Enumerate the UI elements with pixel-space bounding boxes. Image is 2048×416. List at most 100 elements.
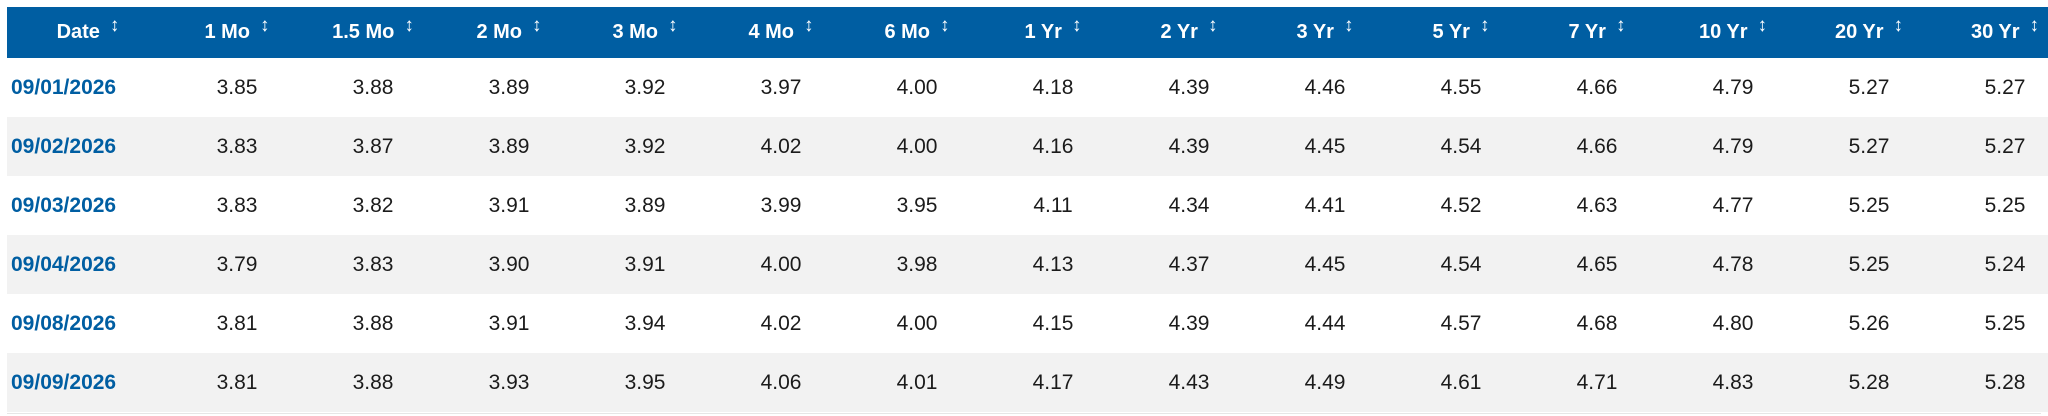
column-header-1-5-mo[interactable]: 1.5 Mo ↕ [305,7,441,58]
column-header-label: 7 Yr [1568,21,1606,43]
sort-arrows-icon[interactable]: ↕ [1207,15,1218,36]
rate-cell: 4.13 [1032,252,1074,276]
column-header-label: 1 Yr [1024,21,1062,43]
column-header-label: 1.5 Mo [332,21,395,43]
rate-cell: 4.39 [1168,134,1210,158]
sort-arrows-icon[interactable]: ↕ [804,15,814,36]
date-link[interactable]: 09/09/2026 [11,370,117,394]
column-header-10-yr[interactable]: 10 Yr ↕ [1665,7,1801,58]
header-row: Date ↕ 1 Mo ↕ 1.5 Mo ↕ 2 Mo ↕ 3 Mo ↕ 4 Mo ↕ 6 Mo ↕ 1 Y… [7,7,2048,58]
rate-cell: 3.83 [216,134,258,158]
table-row: 09/03/2026 3.83 3.82 3.91 3.89 3.99 3.95 4.11 4.… [7,176,2048,235]
date-link[interactable]: 09/02/2026 [11,134,117,158]
rate-cell: 4.65 [1576,252,1618,276]
rate-cell: 3.82 [352,193,394,217]
column-header-30-yr[interactable]: 30 Yr ↕ [1937,7,2048,58]
date-link[interactable]: 09/01/2026 [11,75,117,99]
rate-cell: 4.71 [1576,370,1618,394]
sort-arrows-icon[interactable]: ↕ [1615,15,1626,36]
rate-cell: 3.88 [352,75,394,99]
column-header-3-yr[interactable]: 3 Yr ↕ [1257,7,1393,58]
rate-cell: 3.92 [624,75,666,99]
sort-arrows-icon[interactable]: ↕ [940,15,950,36]
rate-cell: 4.34 [1168,193,1210,217]
rate-cell: 3.83 [216,193,258,217]
rate-cell: 4.61 [1440,370,1482,394]
column-header-date[interactable]: Date ↕ [7,7,169,58]
column-header-1-yr[interactable]: 1 Yr ↕ [985,7,1121,58]
rate-cell: 4.17 [1032,370,1074,394]
rate-cell: 3.83 [352,252,394,276]
rate-cell: 3.91 [488,311,530,335]
column-header-20-yr[interactable]: 20 Yr ↕ [1801,7,1937,58]
yield-table-container: Date ↕ 1 Mo ↕ 1.5 Mo ↕ 2 Mo ↕ 3 Mo ↕ 4 Mo ↕ 6 Mo ↕ 1 Y… [7,7,2048,412]
sort-arrows-icon[interactable]: ↕ [109,15,120,36]
rate-cell: 4.06 [760,370,802,394]
table-body: 09/01/2026 3.85 3.88 3.89 3.92 3.97 4.00 4.18 4.… [7,58,2048,412]
column-header-3-mo[interactable]: 3 Mo ↕ [577,7,713,58]
rate-cell: 4.68 [1576,311,1618,335]
rate-cell: 3.91 [488,193,530,217]
date-link[interactable]: 09/08/2026 [11,311,117,335]
date-link[interactable]: 09/03/2026 [11,193,117,217]
rate-cell: 4.44 [1304,311,1346,335]
rate-cell: 4.15 [1032,311,1074,335]
rate-cell: 3.81 [216,370,258,394]
rate-cell: 3.89 [624,193,666,217]
rate-cell: 3.85 [216,75,258,99]
sort-arrows-icon[interactable]: ↕ [1071,15,1082,36]
table-row: 09/01/2026 3.85 3.88 3.89 3.92 3.97 4.00 4.18 4.… [7,58,2048,117]
rate-cell: 4.77 [1712,193,1754,217]
rate-cell: 3.98 [896,252,938,276]
rate-cell: 3.88 [352,311,394,335]
rate-cell: 4.83 [1712,370,1754,394]
rate-cell: 3.87 [352,134,394,158]
rate-cell: 3.91 [624,252,666,276]
rate-cell: 5.25 [1984,193,2026,217]
rate-cell: 4.00 [760,252,802,276]
date-cell: 09/04/2026 [7,235,169,294]
column-header-6-mo[interactable]: 6 Mo ↕ [849,7,985,58]
sort-arrows-icon[interactable]: ↕ [1479,15,1490,36]
rate-cell: 4.57 [1440,311,1482,335]
rate-cell: 5.25 [1848,193,1890,217]
table-header: Date ↕ 1 Mo ↕ 1.5 Mo ↕ 2 Mo ↕ 3 Mo ↕ 4 Mo ↕ 6 Mo ↕ 1 Y… [7,7,2048,58]
column-header-label: 5 Yr [1432,21,1470,43]
rate-cell: 3.94 [624,311,666,335]
column-header-4-mo[interactable]: 4 Mo ↕ [713,7,849,58]
date-link[interactable]: 09/04/2026 [11,252,117,276]
rate-cell: 5.27 [1848,134,1890,158]
rate-cell: 3.90 [488,252,530,276]
rate-cell: 4.80 [1712,311,1754,335]
sort-arrows-icon[interactable]: ↕ [2029,15,2040,36]
table-row: 09/04/2026 3.79 3.83 3.90 3.91 4.00 3.98 4.13 4.… [7,235,2048,294]
sort-arrows-icon[interactable]: ↕ [1893,15,1904,36]
rate-cell: 4.66 [1576,75,1618,99]
column-header-label: Date [56,21,100,43]
sort-arrows-icon[interactable]: ↕ [532,15,542,36]
column-header-2-yr[interactable]: 2 Yr ↕ [1121,7,1257,58]
rate-cell: 4.39 [1168,311,1210,335]
sort-arrows-icon[interactable]: ↕ [404,15,414,36]
sort-arrows-icon[interactable]: ↕ [1343,15,1354,36]
column-header-2-mo[interactable]: 2 Mo ↕ [441,7,577,58]
rate-cell: 3.89 [488,75,530,99]
rate-cell: 5.26 [1848,311,1890,335]
rate-cell: 4.43 [1168,370,1210,394]
rate-cell: 4.45 [1304,252,1346,276]
table-row: 09/08/2026 3.81 3.88 3.91 3.94 4.02 4.00 4.15 4.… [7,294,2048,353]
column-header-1-mo[interactable]: 1 Mo ↕ [169,7,305,58]
rate-cell: 4.41 [1304,193,1346,217]
sort-arrows-icon[interactable]: ↕ [260,15,270,36]
date-cell: 09/03/2026 [7,176,169,235]
rate-cell: 4.16 [1032,134,1074,158]
date-cell: 09/08/2026 [7,294,169,353]
column-header-5-yr[interactable]: 5 Yr ↕ [1393,7,1529,58]
sort-arrows-icon[interactable]: ↕ [668,15,678,36]
rate-cell: 3.81 [216,311,258,335]
sort-arrows-icon[interactable]: ↕ [1757,15,1768,36]
rate-cell: 4.55 [1440,75,1482,99]
column-header-7-yr[interactable]: 7 Yr ↕ [1529,7,1665,58]
date-cell: 09/09/2026 [7,353,169,412]
rate-cell: 5.25 [1848,252,1890,276]
